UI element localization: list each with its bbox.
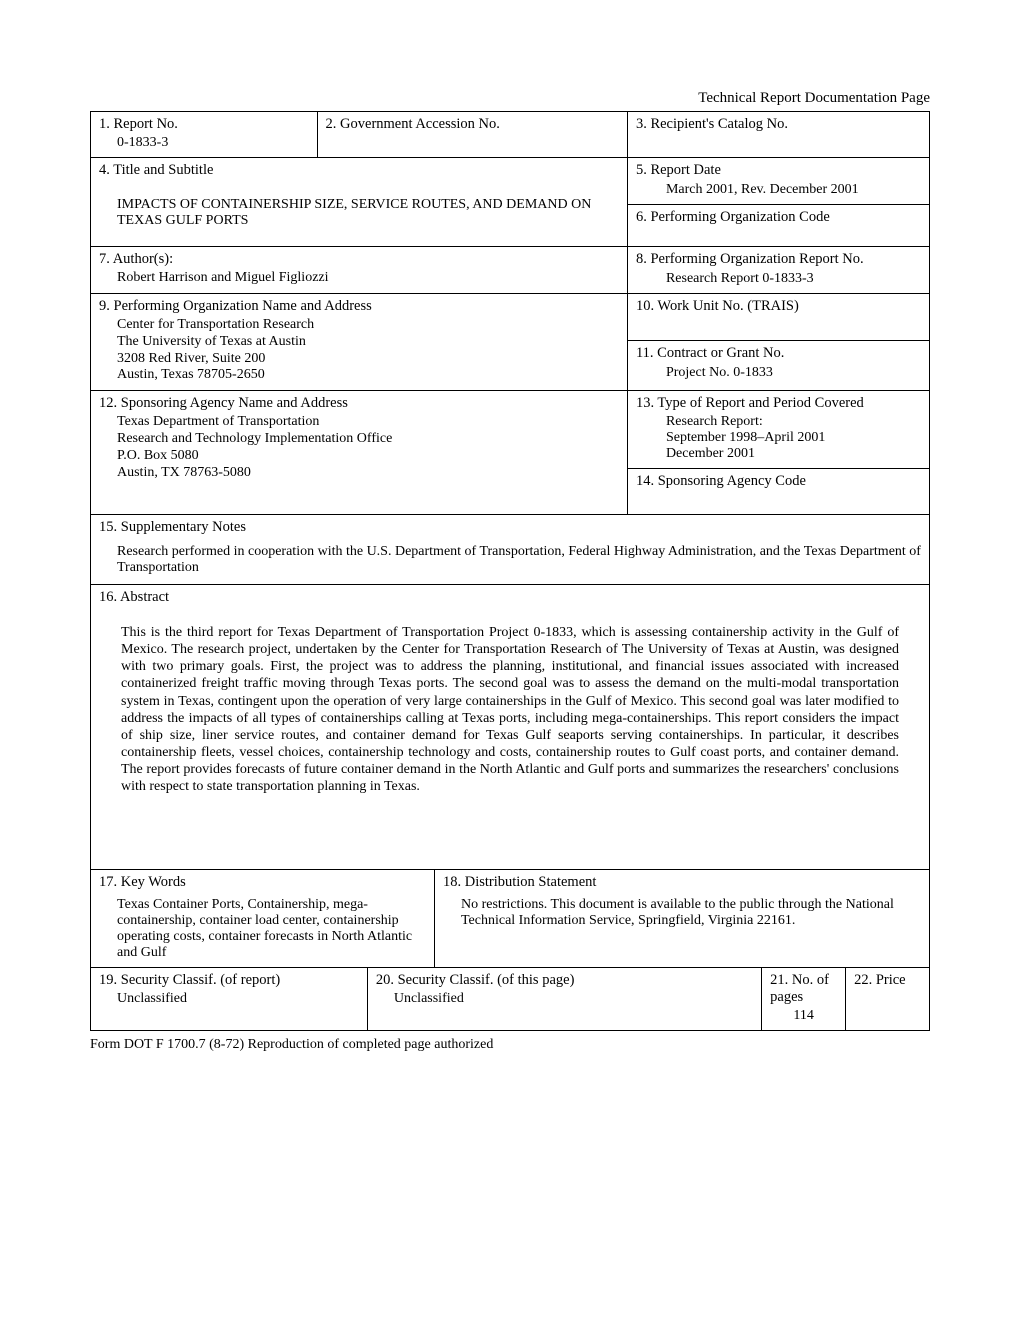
f13-line1: Research Report: [666, 414, 921, 430]
f9-line2: The University of Texas at Austin [117, 334, 619, 351]
label-6: 6. Performing Organization Code [636, 209, 921, 226]
field-3: 3. Recipient's Catalog No. [627, 112, 929, 158]
label-13: 13. Type of Report and Period Covered [636, 395, 921, 412]
field-20: 20. Security Classif. (of this page) Unc… [367, 967, 761, 1030]
label-10: 10. Work Unit No. (TRAIS) [636, 298, 921, 315]
value-13: Research Report: September 1998–April 20… [636, 414, 921, 462]
label-14: 14. Sponsoring Agency Code [636, 473, 921, 490]
f9-line1: Center for Transportation Research [117, 317, 619, 334]
value-15: Research performed in cooperation with t… [99, 538, 921, 578]
label-12: 12. Sponsoring Agency Name and Address [99, 395, 619, 412]
field-11: 11. Contract or Grant No. Project No. 0-… [627, 340, 929, 390]
value-12: Texas Department of Transportation Resea… [99, 414, 619, 481]
value-7: Robert Harrison and Miguel Figliozzi [99, 270, 619, 286]
field-5: 5. Report Date March 2001, Rev. December… [627, 158, 929, 205]
field-16: 16. Abstract This is the third report fo… [91, 585, 930, 870]
form-footer: Form DOT F 1700.7 (8-72) Reproduction of… [90, 1037, 930, 1053]
documentation-page: Technical Report Documentation Page 1. R… [0, 0, 1020, 1093]
label-16: 16. Abstract [99, 589, 921, 606]
value-19: Unclassified [99, 991, 359, 1007]
value-5: March 2001, Rev. December 2001 [636, 182, 859, 197]
label-5: 5. Report Date [636, 162, 921, 179]
field-18: 18. Distribution Statement No restrictio… [434, 869, 929, 967]
value-17: Texas Container Ports, Containership, me… [99, 893, 426, 961]
label-15: 15. Supplementary Notes [99, 519, 921, 536]
value-8: Research Report 0-1833-3 [636, 271, 814, 286]
field-9: 9. Performing Organization Name and Addr… [91, 294, 628, 391]
label-22: 22. Price [854, 972, 921, 989]
label-17: 17. Key Words [99, 874, 426, 891]
field-19: 19. Security Classif. (of report) Unclas… [91, 967, 368, 1030]
field-6: 6. Performing Organization Code [627, 205, 929, 247]
field-22: 22. Price [846, 967, 930, 1030]
value-16: This is the third report for Texas Depar… [99, 608, 921, 799]
field-13: 13. Type of Report and Period Covered Re… [627, 391, 929, 469]
label-3: 3. Recipient's Catalog No. [636, 116, 921, 133]
label-4: 4. Title and Subtitle [99, 162, 619, 179]
label-9: 9. Performing Organization Name and Addr… [99, 298, 619, 315]
f13-line3: December 2001 [666, 446, 921, 462]
value-1: 0-1833-3 [99, 135, 309, 151]
doc-form-table: 1. Report No. 0-1833-3 2. Government Acc… [90, 111, 930, 1031]
f9-line4: Austin, Texas 78705-2650 [117, 367, 619, 384]
label-11: 11. Contract or Grant No. [636, 345, 921, 362]
value-4: IMPACTS OF CONTAINERSHIP SIZE, SERVICE R… [99, 181, 619, 229]
f12-line4: Austin, TX 78763-5080 [117, 465, 619, 482]
f12-line1: Texas Department of Transportation [117, 414, 619, 431]
field-21: 21. No. of pages 114 [762, 967, 846, 1030]
label-18: 18. Distribution Statement [443, 874, 921, 891]
label-2: 2. Government Accession No. [326, 116, 619, 133]
f12-line3: P.O. Box 5080 [117, 448, 619, 465]
label-8: 8. Performing Organization Report No. [636, 251, 921, 268]
field-4: 4. Title and Subtitle IMPACTS OF CONTAIN… [91, 158, 628, 247]
value-20: Unclassified [376, 991, 753, 1007]
label-20: 20. Security Classif. (of this page) [376, 972, 753, 989]
value-21: 114 [770, 1008, 837, 1024]
field-12: 12. Sponsoring Agency Name and Address T… [91, 391, 628, 515]
label-19: 19. Security Classif. (of report) [99, 972, 359, 989]
f13-line2: September 1998–April 2001 [666, 430, 921, 446]
field-14: 14. Sponsoring Agency Code [627, 469, 929, 515]
field-1: 1. Report No. 0-1833-3 [91, 112, 318, 158]
field-8: 8. Performing Organization Report No. Re… [627, 247, 929, 294]
label-1: 1. Report No. [99, 116, 309, 133]
field-10: 10. Work Unit No. (TRAIS) [627, 294, 929, 341]
page-header: Technical Report Documentation Page [90, 90, 930, 107]
field-2: 2. Government Accession No. [317, 112, 627, 158]
field-7: 7. Author(s): Robert Harrison and Miguel… [91, 247, 628, 294]
value-18: No restrictions. This document is availa… [443, 893, 921, 929]
field-15: 15. Supplementary Notes Research perform… [91, 515, 930, 585]
f9-line3: 3208 Red River, Suite 200 [117, 351, 619, 368]
value-11: Project No. 0-1833 [636, 365, 773, 380]
label-21: 21. No. of pages [770, 972, 837, 1006]
f12-line2: Research and Technology Implementation O… [117, 431, 619, 448]
value-9: Center for Transportation Research The U… [99, 317, 619, 384]
label-7: 7. Author(s): [99, 251, 619, 268]
field-17: 17. Key Words Texas Container Ports, Con… [91, 869, 435, 967]
